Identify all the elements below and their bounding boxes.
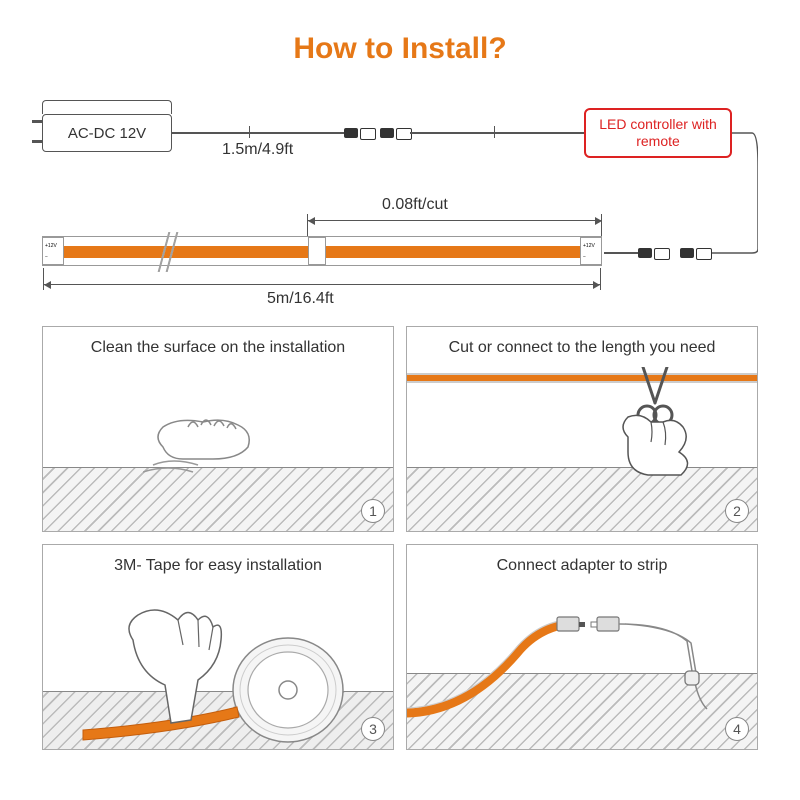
cut-interval-label: 0.08ft/cut xyxy=(382,196,448,214)
page-title: How to Install? xyxy=(0,32,800,66)
step-panel: Cut or connect to the length you need 2 xyxy=(406,326,758,532)
step-panel: Connect adapter to strip 4 xyxy=(406,544,758,750)
adapter-box: AC-DC 12V xyxy=(42,114,172,152)
step-caption: Clean the surface on the installation xyxy=(43,339,393,357)
led-strip: +12V− +12V− xyxy=(42,236,602,266)
dimension-arrow xyxy=(44,284,600,285)
barrel-connector-icon xyxy=(680,248,710,258)
step-caption: 3M- Tape for easy installation xyxy=(43,557,393,575)
barrel-connector-icon xyxy=(380,128,410,138)
plug-prong xyxy=(32,120,42,123)
dimension-arrow xyxy=(308,220,602,221)
step-number: 2 xyxy=(725,499,749,523)
barrel-connector-icon xyxy=(344,128,374,138)
connect-adapter-icon xyxy=(407,581,758,750)
wire xyxy=(410,132,584,134)
step-number: 1 xyxy=(361,499,385,523)
scissors-hand-icon xyxy=(603,367,753,487)
step-panel: Clean the surface on the installation 1 xyxy=(42,326,394,532)
wiring-diagram: AC-DC 12V 1.5m/4.9ft LED controller with… xyxy=(42,86,758,316)
strip-length-label: 5m/16.4ft xyxy=(267,290,334,308)
wire xyxy=(604,252,638,254)
barrel-connector-icon xyxy=(638,248,668,258)
strip-end-pad: +12V− xyxy=(42,237,64,265)
cable-length-label: 1.5m/4.9ft xyxy=(222,141,293,159)
strip-end-pad: +12V− xyxy=(580,237,602,265)
step-number: 3 xyxy=(361,717,385,741)
strip-cut-pad xyxy=(308,237,326,265)
hand-wiping-icon xyxy=(143,387,303,477)
step-number: 4 xyxy=(725,717,749,741)
plug-prong xyxy=(32,140,42,143)
step-caption: Cut or connect to the length you need xyxy=(407,339,757,357)
steps-grid: Clean the surface on the installation 1 … xyxy=(42,326,758,750)
tape-roll-hand-icon xyxy=(43,585,394,750)
wire xyxy=(172,132,344,134)
controller-box: LED controller with remote xyxy=(584,108,732,158)
step-panel: 3M- Tape for easy installation 3 xyxy=(42,544,394,750)
adapter-top xyxy=(42,100,172,114)
step-caption: Connect adapter to strip xyxy=(407,557,757,575)
